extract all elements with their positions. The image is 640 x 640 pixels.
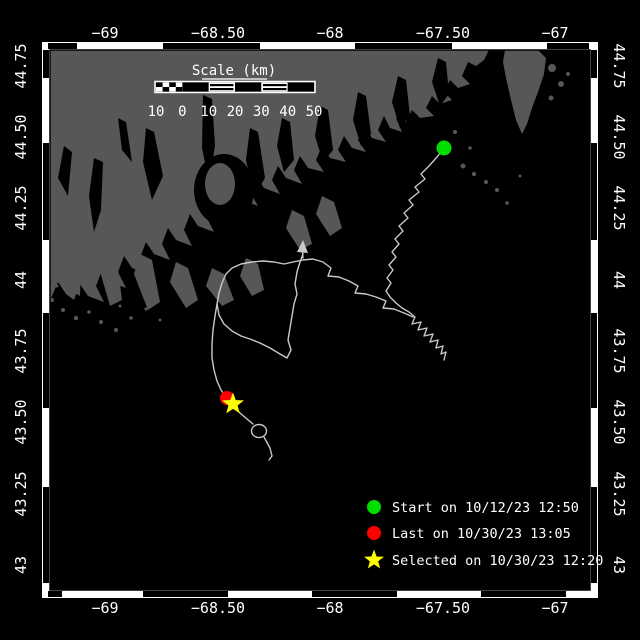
lat-label: 44 bbox=[12, 271, 30, 289]
coast-peninsulas bbox=[64, 196, 342, 310]
lon-label: −67 bbox=[541, 599, 568, 617]
lat-label: 44.50 bbox=[12, 114, 30, 159]
lat-label: 44.75 bbox=[610, 43, 628, 88]
grand-manan-island bbox=[503, 50, 546, 134]
scale-bar-labels: 10 0 10 20 30 40 50 bbox=[148, 104, 323, 120]
lat-label: 43.25 bbox=[12, 471, 30, 516]
track-lines[interactable] bbox=[211, 147, 447, 461]
track-tail-loop bbox=[250, 423, 268, 439]
scale-tick: 10 bbox=[148, 104, 165, 120]
scale-bar-title: Scale (km) bbox=[192, 63, 276, 79]
lat-label: 43.25 bbox=[610, 471, 628, 516]
lon-label: −68.50 bbox=[191, 599, 245, 617]
lat-label: 44 bbox=[610, 271, 628, 289]
lon-label: −68 bbox=[316, 599, 343, 617]
lon-label: −69 bbox=[91, 24, 118, 42]
track-tail-tip bbox=[263, 436, 273, 461]
lat-label: 44.25 bbox=[610, 185, 628, 230]
lat-axis-left: 44.75 44.50 44.25 44 43.75 43.50 43.25 4… bbox=[12, 43, 30, 574]
lat-label: 44.50 bbox=[610, 114, 628, 159]
start-legend-icon bbox=[367, 500, 381, 514]
scale-tick: 40 bbox=[279, 104, 296, 120]
lon-label: −67.50 bbox=[416, 24, 470, 42]
lat-label: 43.75 bbox=[12, 328, 30, 373]
lat-label: 43.50 bbox=[12, 399, 30, 444]
start-marker[interactable] bbox=[436, 140, 452, 156]
legend: Start on 10/12/23 12:50 Last on 10/30/23… bbox=[364, 500, 603, 569]
map-frame bbox=[42, 42, 598, 598]
lon-label: −68 bbox=[316, 24, 343, 42]
lat-axis-right: 44.75 44.50 44.25 44 43.75 43.50 43.25 4… bbox=[610, 43, 628, 574]
scale-bar: Scale (km) 10 0 10 bbox=[148, 63, 323, 120]
small-islands bbox=[50, 64, 570, 332]
map-area[interactable] bbox=[50, 50, 570, 461]
lon-label: −67.50 bbox=[416, 599, 470, 617]
scale-tick: 10 bbox=[200, 104, 217, 120]
legend-label-start: Start on 10/12/23 12:50 bbox=[392, 500, 579, 516]
track-line-loop bbox=[216, 253, 414, 359]
selected-legend-icon bbox=[364, 549, 384, 569]
mainland bbox=[50, 50, 489, 302]
lat-label: 44.75 bbox=[12, 43, 30, 88]
scale-tick: 30 bbox=[253, 104, 270, 120]
scale-checker bbox=[156, 82, 183, 92]
lon-axis-top: −69 −68.50 −68 −67.50 −67 bbox=[91, 24, 568, 42]
lat-label: 44.25 bbox=[12, 185, 30, 230]
lat-label: 43.50 bbox=[610, 399, 628, 444]
scale-tick: 50 bbox=[306, 104, 323, 120]
legend-label-selected: Selected on 10/30/23 12:20 bbox=[392, 553, 603, 569]
lon-axis-bottom: −69 −68.50 −68 −67.50 −67 bbox=[91, 599, 568, 617]
lat-label: 43 bbox=[12, 556, 30, 574]
lon-label: −67 bbox=[541, 24, 568, 42]
lon-label: −68.50 bbox=[191, 24, 245, 42]
scale-tick: 0 bbox=[178, 104, 186, 120]
track-line-north bbox=[385, 147, 447, 361]
bay-island bbox=[205, 163, 235, 205]
scale-bar-sections bbox=[154, 80, 316, 94]
lat-label: 43 bbox=[610, 556, 628, 574]
last-legend-icon bbox=[367, 526, 381, 540]
lat-label: 43.75 bbox=[610, 328, 628, 373]
legend-label-last: Last on 10/30/23 13:05 bbox=[392, 526, 571, 542]
lon-label: −69 bbox=[91, 599, 118, 617]
track-arrow-head bbox=[297, 240, 308, 253]
scale-tick: 20 bbox=[227, 104, 244, 120]
